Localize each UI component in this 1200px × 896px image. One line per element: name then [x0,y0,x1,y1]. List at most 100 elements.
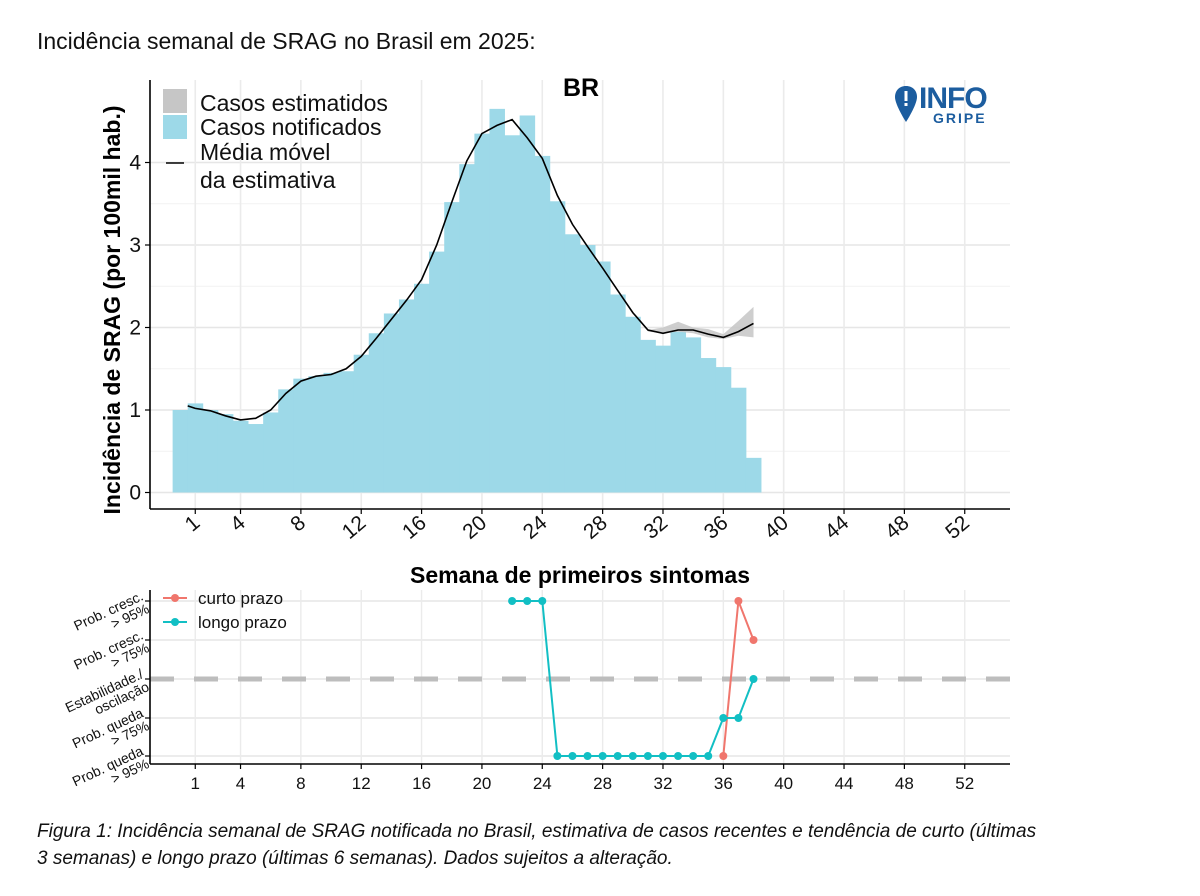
y-tick-label: 0 [129,482,141,505]
trend-x-tick-label: 8 [296,774,305,793]
trend-x-tick-label: 44 [835,774,854,793]
trend-point-long [689,752,698,760]
legend-swatch-estimated [163,89,187,113]
trend-point-short [749,636,758,644]
y-tick-label: 2 [129,317,141,340]
legend-label: Casos notificados [200,114,382,140]
y-tick-label: 1 [129,399,141,422]
trend-point-long [553,752,562,760]
bar-week-20 [474,133,490,493]
trend-legend-label: longo prazo [198,613,287,632]
x-tick-label: 40 [760,511,793,544]
x-tick-label: 36 [700,511,733,544]
bar-week-12 [353,354,370,493]
trend-point-long [643,752,652,760]
bar-week-38 [745,457,762,493]
trend-point-long [568,752,577,760]
trend-point-long [508,597,517,605]
trend-point-long [598,752,607,760]
x-axis-title: Semana de primeiros sintomas [410,562,750,588]
bar-week-34 [685,337,702,493]
bar-week-25 [549,201,566,493]
bar-week-19 [459,164,475,493]
trend-x-tick-label: 40 [774,774,793,793]
bar-week-26 [564,234,581,493]
x-tick-label: 48 [881,511,914,544]
trend-x-tick-label: 28 [593,774,612,793]
legend-swatch-notified [163,115,187,139]
bar-week-0 [172,410,189,493]
trend-x-tick-label: 24 [533,774,552,793]
trend-y-tick-label: Prob. queda> 95% [70,743,152,803]
bar-week-13 [368,333,385,493]
x-tick-label: 8 [286,511,310,536]
logo-text-gripe: GRIPE [933,110,987,126]
trend-point-long [583,752,592,760]
chart-title: BR [563,74,599,102]
bar-week-15 [398,299,415,493]
bar-week-21 [489,108,505,493]
trend-x-tick-label: 32 [654,774,673,793]
bar-week-36 [715,367,732,493]
x-tick-label: 52 [941,511,974,544]
logo-text-info: INFO [919,82,988,115]
x-tick-label: 1 [181,511,205,536]
trend-point-long [704,752,713,760]
legend-label: Média móvel [200,139,330,165]
bar-week-31 [640,339,656,493]
trend-point-long [719,714,728,722]
bar-week-18 [444,202,460,493]
bar-week-23 [519,115,536,493]
bar-week-35 [700,358,717,493]
bar-week-4 [232,420,249,493]
x-tick-label: 24 [519,511,552,544]
trend-legend-label: curto prazo [198,589,283,608]
x-tick-label: 12 [338,511,371,544]
x-tick-label: 44 [821,511,854,544]
bar-week-22 [504,135,521,493]
bar-week-14 [383,313,400,493]
trend-x-tick-label: 4 [236,774,245,793]
bar-week-8 [293,378,309,493]
trend-x-tick-label: 52 [955,774,974,793]
trend-x-tick-label: 36 [714,774,733,793]
bar-week-28 [595,261,611,493]
x-tick-label: 4 [226,511,250,536]
bar-week-10 [323,372,339,493]
bar-week-30 [625,316,641,493]
bar-week-17 [429,251,445,493]
trend-point-long [658,752,667,760]
bar-week-29 [610,294,626,493]
info-pin-icon [895,86,917,122]
trend-x-tick-label: 20 [472,774,491,793]
bar-week-6 [263,412,279,493]
bar-week-24 [534,155,551,493]
bar-week-33 [670,331,687,493]
infogripe-logo: INFO GRIPE [895,82,1015,130]
bar-week-9 [308,376,324,493]
bar-week-5 [248,424,264,493]
page-title: Incidência semanal de SRAG no Brasil em … [37,28,536,54]
trend-point-long [538,597,547,605]
x-tick-label: 28 [579,511,612,544]
y-axis-title: Incidência de SRAG (por 100mil hab.) [99,106,125,515]
figure-caption: Figura 1: Incidência semanal de SRAG not… [37,821,1037,869]
bar-week-3 [217,414,234,493]
trend-x-tick-label: 16 [412,774,431,793]
x-tick-label: 32 [640,511,673,544]
y-tick-label: 3 [129,234,141,257]
trend-point-short [719,752,728,760]
trend-point-long [523,597,532,605]
bar-week-37 [730,387,747,493]
bar-week-32 [655,345,671,493]
bar-week-2 [202,410,219,493]
trend-point-long [628,752,637,760]
trend-point-short [734,597,743,605]
bar-week-1 [187,403,204,493]
bar-week-11 [338,371,355,493]
trend-legend-point [171,618,179,626]
trend-point-long [674,752,683,760]
x-tick-label: 20 [458,511,491,544]
